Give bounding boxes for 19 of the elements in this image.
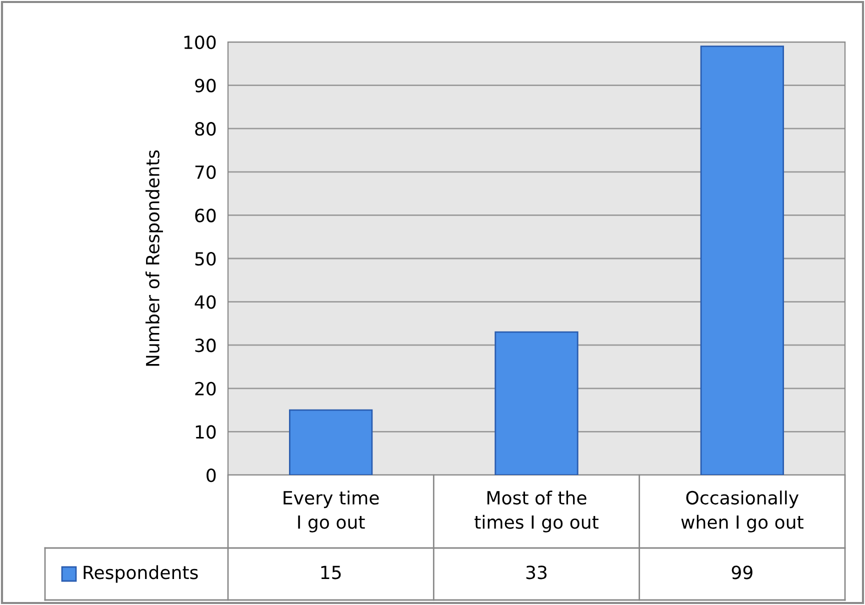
y-tick-label: 100 [184, 35, 216, 50]
y-tick-label: 10 [196, 425, 216, 439]
data-label: 99 [732, 566, 752, 580]
y-tick-label: 0 [206, 468, 216, 482]
x-tick-label: Occasionally when I go out [681, 490, 804, 532]
y-tick-label: 20 [195, 382, 216, 396]
y-tick-label: 40 [194, 295, 216, 309]
y-tick-label: 90 [195, 78, 216, 92]
x-tick-label: Every time I go out [284, 490, 379, 532]
y-tick-label: 30 [195, 338, 216, 352]
y-tick-label: 50 [195, 252, 216, 266]
y-tick-label: 70 [195, 165, 216, 180]
x-tick-label: Most of the times I go out [474, 490, 598, 532]
y-tick-label: 60 [195, 208, 216, 222]
legend-label: Respondents [84, 565, 198, 583]
y-tick-label: 80 [195, 122, 216, 136]
data-label: 15 [321, 566, 341, 580]
y-axis-title: Number of Respondents [146, 150, 163, 366]
data-label: 33 [526, 566, 547, 580]
